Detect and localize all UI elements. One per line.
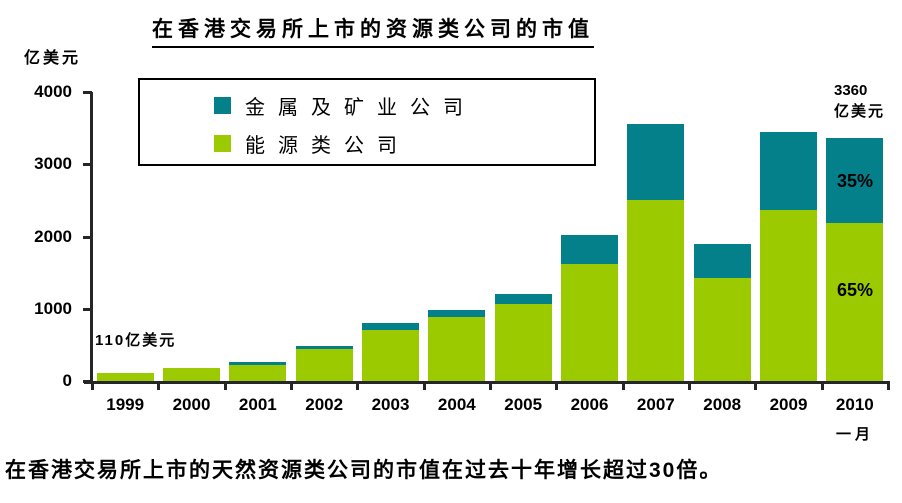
x-tick-label-2010: 2010 (835, 395, 874, 414)
x-tick-label-2002: 2002 (305, 395, 344, 414)
x-tick-label-2009: 2009 (769, 395, 808, 414)
y-tick-label: 1000 (34, 298, 72, 318)
x-tick-label-2007: 2007 (636, 395, 675, 414)
bar-2000-energy-segment (163, 367, 220, 381)
y-tick-label: 3000 (34, 154, 72, 174)
legend: 金属及矿业公司 能源类公司 (138, 78, 596, 166)
bar-2001-energy-segment (229, 365, 287, 381)
bar-2007-metals-segment (627, 123, 685, 201)
annotation-2010-metals-share: 35% (836, 171, 874, 191)
legend-swatch-energy-icon (214, 135, 231, 152)
annotation-2010-energy-share: 65% (836, 280, 874, 300)
y-axis-tick (83, 91, 92, 94)
annotation-2010-total: 3360 亿美元 (834, 80, 885, 122)
x-axis-tick (555, 381, 559, 390)
x-tick-label-2006: 2006 (570, 395, 609, 414)
y-axis-tick (83, 163, 92, 167)
chart-title: 在香港交易所上市的资源类公司的市值 (152, 13, 594, 48)
bar-2003-metals-segment (362, 323, 419, 331)
x-axis-tick (157, 381, 161, 390)
annotation-2010-total-value: 3360 (834, 82, 868, 99)
legend-swatch-metals-icon (214, 97, 231, 114)
bar-2007-energy-segment (627, 200, 685, 381)
x-axis-tick (422, 381, 426, 390)
x-axis-tick (887, 381, 890, 390)
y-axis-tick (83, 380, 92, 383)
x-tick-label-2000: 2000 (172, 395, 211, 414)
bar-2009-metals-segment (760, 132, 817, 211)
bar-2005-energy-segment (494, 304, 552, 381)
legend-label-energy: 能源类公司 (245, 135, 410, 157)
bar-2009-energy-segment (760, 210, 817, 381)
bar-2006-energy-segment (561, 263, 618, 381)
footnote-text: 在香港交易所上市的天然资源类公司的市值在过去十年增长超过30倍。 (5, 459, 723, 482)
x-axis-tick (489, 381, 492, 390)
x-tick-label-2001: 2001 (238, 395, 277, 414)
x-axis-tick (290, 381, 293, 390)
x-axis-tick (91, 381, 94, 390)
y-tick-label: 4000 (34, 82, 72, 101)
x-tick-label-2004: 2004 (437, 395, 476, 414)
y-axis-tick (83, 307, 92, 311)
bar-2003-energy-segment (362, 330, 419, 381)
x-tick-label-1999: 1999 (106, 395, 145, 414)
bar-2002-energy-segment (295, 349, 353, 381)
bar-2010-metals-segment (826, 138, 884, 224)
x-tick-label-2008: 2008 (703, 395, 742, 414)
x-tick-label-2003: 2003 (371, 395, 410, 414)
x-axis-tick (223, 381, 227, 390)
x-axis-tick (621, 381, 625, 390)
bar-2004-energy-segment (428, 316, 486, 381)
bar-2006-metals-segment (561, 235, 618, 264)
x-axis-tick (820, 381, 824, 390)
annotation-2010-total-unit: 亿美元 (834, 103, 886, 120)
bar-2008-metals-segment (693, 243, 751, 278)
annotation-1999-total: 110亿美元 (95, 332, 177, 349)
legend-item-metals: 金属及矿业公司 (214, 91, 594, 120)
y-axis-unit-label: 亿美元 (24, 50, 82, 67)
y-tick-label: 0 (62, 371, 72, 390)
y-axis-tick (83, 235, 92, 239)
bar-2001-metals-segment (229, 362, 287, 366)
bar-2008-energy-segment (693, 277, 751, 381)
bar-2002-metals-segment (295, 345, 353, 350)
x-axis-tick (356, 381, 360, 390)
x-tick-sublabel-january: 一月 (835, 426, 874, 443)
x-axis-tick (754, 381, 758, 390)
bar-2005-metals-segment (494, 294, 552, 305)
bar-2004-metals-segment (428, 309, 486, 317)
x-tick-label-2005: 2005 (504, 395, 543, 414)
legend-label-metals: 金属及矿业公司 (245, 97, 476, 119)
bar-2010-energy-segment (826, 223, 884, 381)
x-axis-tick (688, 381, 691, 390)
y-tick-label: 2000 (34, 226, 72, 246)
legend-item-energy: 能源类公司 (214, 129, 594, 158)
x-axis-line (84, 381, 890, 384)
bar-1999-energy-segment (96, 373, 154, 381)
